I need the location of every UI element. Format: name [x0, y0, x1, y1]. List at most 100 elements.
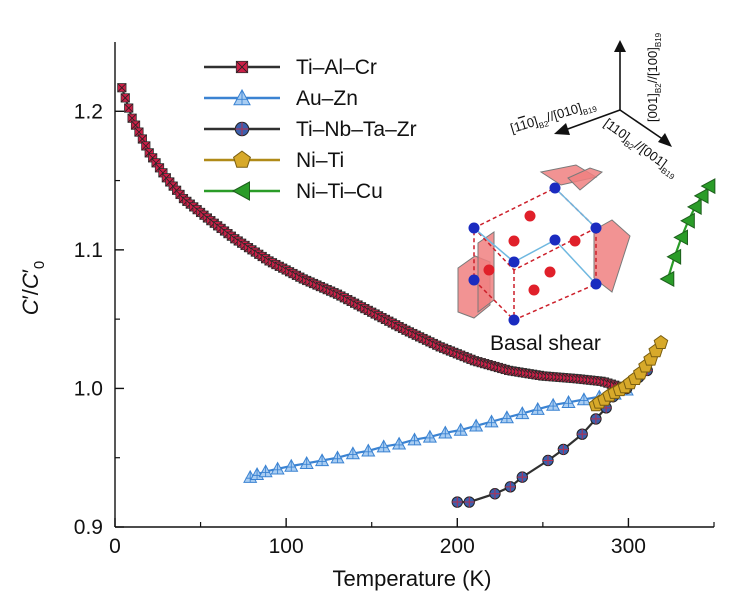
series-layer — [117, 83, 716, 508]
data-point-1-cross — [272, 462, 283, 474]
data-point-2-cross — [464, 496, 475, 508]
data-point-4 — [666, 248, 682, 265]
dir-up-sub1: B2 — [654, 83, 663, 93]
atom-red — [528, 284, 540, 296]
data-point-1-cross — [425, 430, 435, 443]
data-point-3 — [653, 334, 669, 349]
y-axis-title: C′/C′0 — [18, 261, 48, 316]
legend-entry: Ni–Ti — [296, 149, 344, 172]
atom-blue — [508, 314, 520, 326]
dir-left-sub1: B2 — [538, 119, 551, 131]
legend-entry: Au–Zn — [296, 87, 358, 110]
atom-blue — [468, 222, 480, 234]
data-point-1-cross — [394, 437, 404, 450]
cell-edge-light-4 — [554, 239, 597, 285]
data-point-2-cross — [590, 413, 602, 425]
dir-up-a: [001] — [645, 93, 660, 122]
data-point-2-cross — [577, 428, 588, 440]
dir-arrow-left — [554, 123, 570, 135]
data-point-1-cross — [332, 451, 343, 463]
legend-marker-cross — [235, 122, 249, 136]
y-tick-label: 1.2 — [74, 100, 103, 123]
atom-red — [524, 210, 536, 222]
data-point-2-cross — [517, 471, 528, 483]
svg-text:[001]B2//[100]B19: [001]B2//[100]B19 — [645, 32, 663, 122]
x-tick-label: 0 — [109, 535, 121, 558]
crystal-inset: Basal shear — [457, 164, 631, 355]
series-3 — [588, 334, 669, 412]
y-title-den: C — [18, 273, 43, 289]
data-point-4 — [680, 212, 695, 229]
data-point-1-cross — [260, 465, 271, 477]
data-point-1-cross — [317, 454, 327, 466]
atom-red — [569, 235, 581, 247]
data-point-1-cross — [302, 457, 312, 469]
atom-blue — [549, 182, 561, 194]
legend-entry: Ni–Ti–Cu — [296, 180, 383, 203]
x-tick-label: 200 — [440, 535, 475, 558]
legend-entry: Ti–Nb–Ta–Zr — [296, 118, 417, 141]
data-point-4 — [686, 198, 702, 215]
atom-blue — [549, 234, 561, 246]
data-point-1-cross — [471, 419, 481, 432]
data-point-4 — [700, 178, 716, 195]
data-point-1-cross — [563, 396, 574, 408]
data-point-0-cross — [120, 93, 130, 103]
axes: 0 100 200 300 0.9 1.0 1.1 1.2 — [74, 42, 715, 558]
atom-red — [508, 235, 520, 247]
svg-text:C′/C′0: C′/C′0 — [18, 261, 48, 316]
atoms-blue — [468, 182, 602, 326]
svg-text:[110]B2//[001]B19: [110]B2//[001]B19 — [599, 115, 681, 182]
dir-left-b: //[010] — [545, 100, 584, 125]
legend-marker-cross — [236, 61, 248, 73]
y-tick-label: 1.1 — [74, 239, 103, 262]
data-point-1-cross — [440, 426, 450, 438]
data-point-1-cross — [286, 459, 296, 472]
atom-red — [483, 264, 495, 276]
dir-left-abar: 1 — [518, 117, 529, 133]
series-4 — [659, 178, 716, 287]
shear-plane-right — [593, 219, 631, 293]
x-tick-label: 100 — [269, 535, 304, 558]
legend-marker — [233, 150, 251, 168]
atom-blue — [590, 222, 602, 234]
data-point-0-cross — [124, 103, 134, 113]
cell-edge-light-1 — [473, 227, 515, 263]
series-0 — [117, 83, 630, 394]
data-point-4 — [693, 187, 709, 204]
legend-marker — [231, 181, 250, 201]
data-point-4 — [659, 270, 675, 287]
data-point-2-cross — [558, 444, 569, 455]
dir-down-sub2: B19 — [659, 166, 676, 182]
atom-red — [544, 266, 556, 278]
data-point-2-cross — [489, 488, 501, 499]
legend-entry: Ti–Al–Cr — [296, 56, 377, 79]
atoms-red — [483, 210, 581, 296]
dir-label-up: [001]B2//[100]B19 — [645, 32, 663, 122]
data-point-1-cross — [409, 433, 420, 445]
dir-arrow-down — [658, 133, 672, 147]
cell-edge-light-2 — [554, 187, 597, 229]
dir-axis-left — [564, 109, 621, 131]
x-axis-title: Temperature (K) — [333, 566, 492, 591]
y-tick-label: 1.0 — [74, 377, 103, 400]
legend-marker-cross — [235, 89, 249, 105]
dir-left-sub2: B19 — [582, 104, 599, 117]
data-point-1-cross — [379, 440, 389, 452]
dir-label-left: [110]B2//[010]B19 — [508, 96, 598, 139]
atom-blue — [590, 278, 602, 290]
data-point-1-cross — [486, 415, 497, 427]
data-point-1-cross — [517, 407, 527, 419]
series-1 — [243, 382, 634, 483]
y-title-num: C — [18, 299, 43, 315]
dir-up-b: //[100] — [645, 47, 660, 83]
shear-arrow-top-head — [567, 167, 604, 191]
dir-label-down: [110]B2//[001]B19 — [599, 115, 681, 182]
data-point-2-cross — [452, 496, 463, 508]
data-point-1-cross — [363, 444, 373, 456]
direction-axes — [554, 40, 672, 147]
svg-text:[110]B2//[010]B19: [110]B2//[010]B19 — [508, 96, 598, 139]
data-point-1-cross — [456, 423, 466, 436]
data-point-1-cross — [548, 398, 558, 411]
